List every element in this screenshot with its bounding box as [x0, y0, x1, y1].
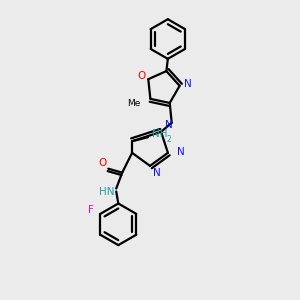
Text: N: N	[184, 79, 191, 89]
Text: N: N	[177, 147, 184, 157]
Text: N: N	[153, 168, 161, 178]
Text: O: O	[98, 158, 106, 168]
Text: NH: NH	[152, 129, 168, 139]
Text: N: N	[165, 120, 173, 130]
Text: O: O	[137, 71, 146, 81]
Text: 2: 2	[167, 135, 171, 144]
Text: HN: HN	[99, 188, 114, 197]
Text: Me: Me	[127, 99, 140, 108]
Text: F: F	[88, 205, 94, 215]
